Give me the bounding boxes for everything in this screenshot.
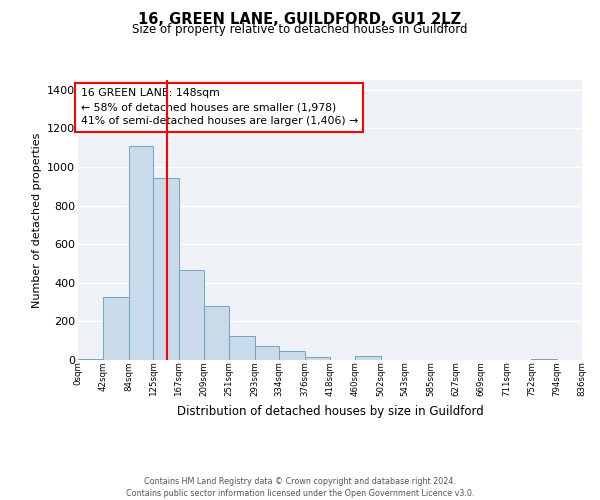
Bar bbox=[254, 346, 280, 360]
Bar bbox=[280, 352, 305, 360]
Y-axis label: Number of detached properties: Number of detached properties bbox=[32, 132, 41, 308]
Bar bbox=[78, 359, 103, 360]
Text: Size of property relative to detached houses in Guildford: Size of property relative to detached ho… bbox=[132, 24, 468, 36]
Bar bbox=[179, 270, 204, 360]
Bar bbox=[154, 178, 179, 360]
Text: 16 GREEN LANE: 148sqm
← 58% of detached houses are smaller (1,978)
41% of semi-d: 16 GREEN LANE: 148sqm ← 58% of detached … bbox=[80, 88, 358, 126]
Bar bbox=[532, 359, 557, 360]
Bar bbox=[128, 146, 154, 360]
Bar bbox=[204, 306, 229, 360]
Bar bbox=[103, 297, 128, 360]
Bar bbox=[305, 356, 330, 360]
Bar bbox=[355, 356, 380, 360]
Text: 16, GREEN LANE, GUILDFORD, GU1 2LZ: 16, GREEN LANE, GUILDFORD, GU1 2LZ bbox=[139, 12, 461, 28]
X-axis label: Distribution of detached houses by size in Guildford: Distribution of detached houses by size … bbox=[176, 404, 484, 417]
Bar bbox=[229, 336, 254, 360]
Text: Contains HM Land Registry data © Crown copyright and database right 2024.
Contai: Contains HM Land Registry data © Crown c… bbox=[126, 476, 474, 498]
